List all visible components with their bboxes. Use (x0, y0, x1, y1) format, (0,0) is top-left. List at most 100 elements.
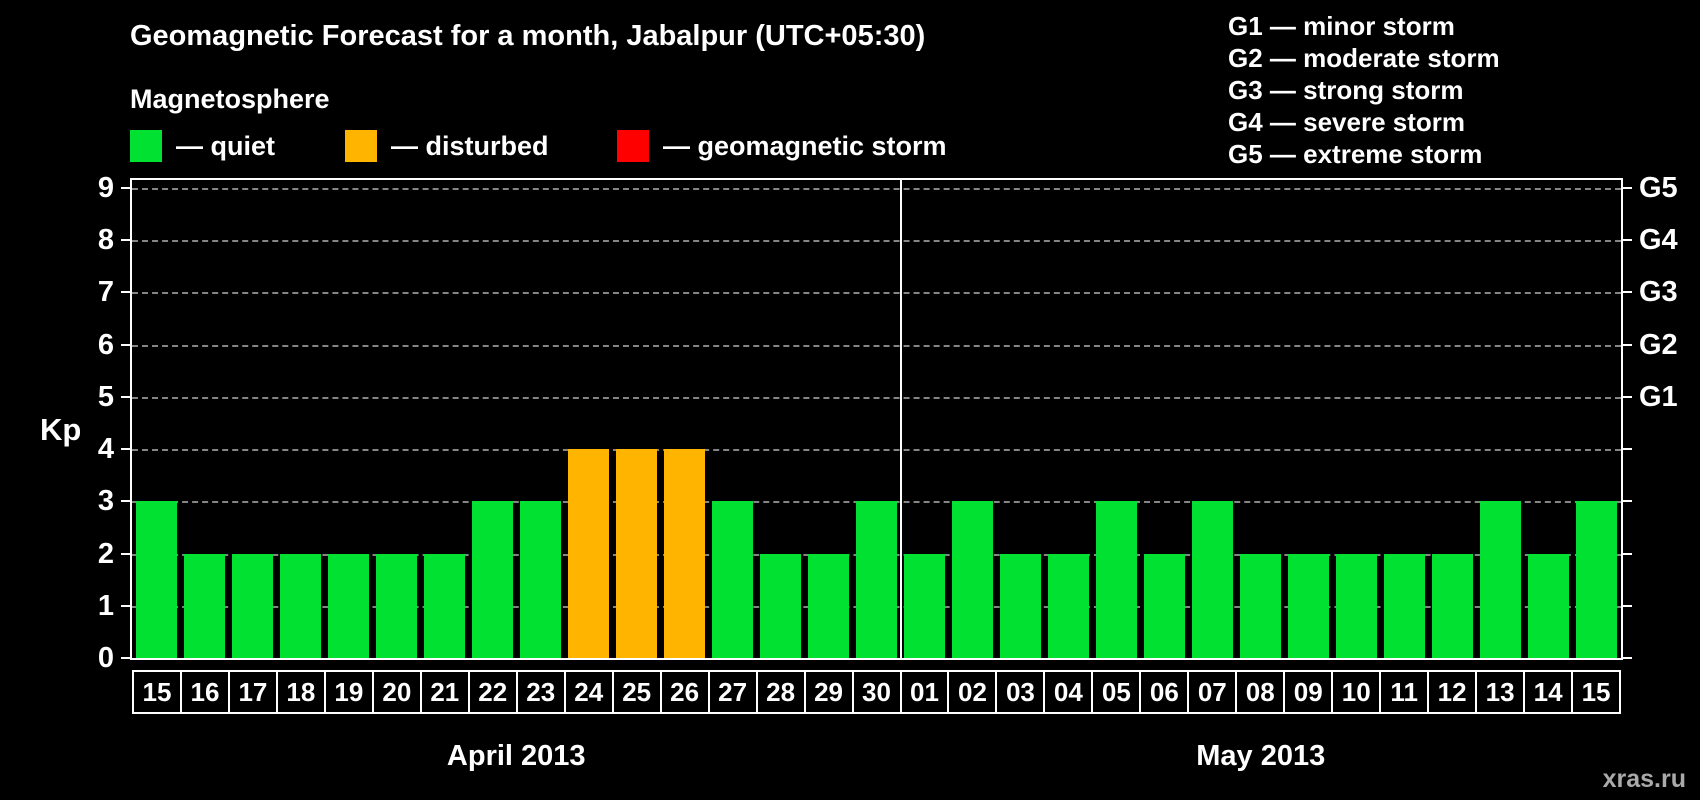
y-tick-label-8: 8 (97, 224, 114, 257)
kp-bar-may-14 (1528, 553, 1570, 658)
kp-bar-may-04 (1048, 553, 1090, 658)
day-label: 12 (1429, 670, 1478, 714)
day-label: 08 (1237, 670, 1286, 714)
kp-bar-april-15 (135, 501, 177, 658)
kp-bar-may-03 (1000, 553, 1042, 658)
legend-label-disturbed: — disturbed (391, 130, 549, 161)
gridline-kp-7 (132, 292, 1621, 295)
kp-axis-label: Kp (40, 412, 82, 447)
legend-label-storm: — geomagnetic storm (663, 130, 947, 161)
y-tick-label-4: 4 (97, 433, 114, 466)
y-tick-label-6: 6 (97, 328, 114, 361)
g-axis-label-g3: G3 (1639, 276, 1678, 309)
day-label: 01 (901, 670, 950, 714)
kp-bar-may-15 (1576, 501, 1618, 658)
kp-bar-may-10 (1336, 553, 1378, 658)
disturbed-color-swatch (345, 130, 377, 162)
left-tick-mark (121, 395, 130, 398)
gridline-kp-8 (132, 240, 1621, 243)
right-tick-mark (1623, 239, 1632, 242)
day-label: 07 (1189, 670, 1238, 714)
day-label: 24 (565, 670, 614, 714)
gridline-kp-4 (132, 449, 1621, 452)
right-tick-mark (1623, 448, 1632, 451)
plot-area (130, 178, 1623, 660)
kp-bar-may-08 (1240, 553, 1282, 658)
right-tick-mark (1623, 291, 1632, 294)
day-label: 05 (1093, 670, 1142, 714)
y-tick-label-5: 5 (97, 380, 114, 413)
legend-item-disturbed: — disturbed (345, 130, 549, 162)
day-label: 17 (229, 670, 278, 714)
kp-bar-may-13 (1480, 501, 1522, 658)
kp-bar-april-20 (375, 553, 417, 658)
storm-color-swatch (617, 130, 649, 162)
kp-bar-may-05 (1096, 501, 1138, 658)
g-scale-line-g1: G1 — minor storm (1228, 11, 1455, 41)
day-label: 10 (1333, 670, 1382, 714)
kp-bar-may-01 (904, 553, 946, 658)
watermark: xras.ru (1602, 765, 1686, 793)
day-axis-row: 15 16 17 18 19 20 21 22 23 24 25 26 27 28 29 30 01 02 03 04… (132, 670, 1622, 714)
kp-bar-may-12 (1432, 553, 1474, 658)
day-label: 02 (949, 670, 998, 714)
left-tick-mark (121, 500, 130, 503)
quiet-color-swatch (130, 130, 162, 162)
left-tick-mark (121, 186, 130, 189)
y-tick-label-1: 1 (97, 589, 114, 622)
day-label: 20 (373, 670, 422, 714)
left-tick-mark (121, 291, 130, 294)
day-label: 16 (181, 670, 230, 714)
day-label: 22 (469, 670, 518, 714)
g-scale-line-g2: G2 — moderate storm (1228, 43, 1500, 73)
kp-bar-april-21 (423, 553, 465, 658)
kp-bar-april-18 (279, 553, 321, 658)
right-tick-mark (1623, 657, 1632, 659)
right-tick-mark (1623, 500, 1632, 503)
chart-title: Geomagnetic Forecast for a month, Jabalp… (130, 20, 926, 52)
day-label: 29 (805, 670, 854, 714)
g-scale-legend: G1 — minor storm G2 — moderate storm G3 … (1228, 10, 1500, 170)
gridline-kp-6 (132, 344, 1621, 347)
day-label: 28 (757, 670, 806, 714)
kp-bar-may-09 (1288, 553, 1330, 658)
day-label: 15 (132, 670, 182, 714)
day-label: 04 (1045, 670, 1094, 714)
day-label: 25 (613, 670, 662, 714)
day-label: 03 (997, 670, 1046, 714)
right-tick-mark (1623, 552, 1632, 555)
day-label: 27 (709, 670, 758, 714)
g-scale-line-g5: G5 — extreme storm (1228, 139, 1483, 169)
month-separator (899, 180, 902, 658)
day-label: 14 (1525, 670, 1574, 714)
magnetosphere-heading: Magnetosphere (130, 84, 330, 114)
y-tick-label-3: 3 (97, 485, 114, 518)
kp-bar-april-19 (327, 553, 369, 658)
legend-label-quiet: — quiet (176, 130, 275, 161)
day-label: 09 (1285, 670, 1334, 714)
right-tick-mark (1623, 604, 1632, 607)
day-label: 11 (1381, 670, 1430, 714)
day-label: 19 (325, 670, 374, 714)
left-tick-mark (121, 552, 130, 555)
kp-bar-april-16 (183, 553, 225, 658)
month-label-april: April 2013 (446, 740, 586, 772)
g-scale-line-g3: G3 — strong storm (1228, 75, 1464, 105)
kp-bar-april-23 (519, 501, 561, 658)
day-label: 30 (853, 670, 902, 714)
kp-bar-april-30 (855, 501, 897, 658)
y-tick-label-7: 7 (97, 276, 114, 309)
day-label: 26 (661, 670, 710, 714)
kp-bar-may-02 (952, 501, 994, 658)
kp-bar-april-27 (711, 501, 753, 658)
kp-bar-april-25 (615, 449, 657, 658)
gridline-kp-9 (132, 187, 1621, 190)
kp-bar-april-24 (567, 449, 609, 658)
kp-bar-april-22 (471, 501, 513, 658)
legend-item-storm: — geomagnetic storm (617, 130, 947, 162)
day-label: 18 (277, 670, 326, 714)
kp-bar-april-29 (807, 553, 849, 658)
right-tick-mark (1623, 343, 1632, 346)
day-label: 06 (1141, 670, 1190, 714)
